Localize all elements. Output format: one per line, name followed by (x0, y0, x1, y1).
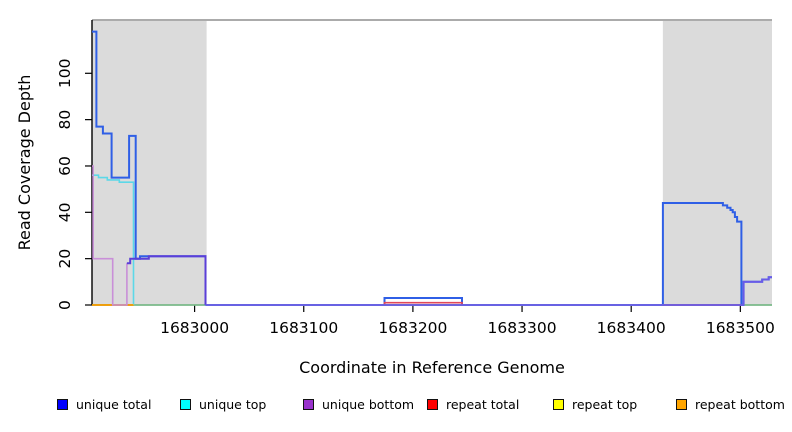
legend-swatch-repeat-bottom (676, 398, 687, 410)
x-tick-label: 1683200 (378, 319, 447, 337)
legend-label: unique total (76, 396, 152, 412)
y-tick-label: 60 (56, 156, 74, 176)
legend-swatch-repeat-top (553, 398, 564, 410)
chart-legend: unique total unique top unique bottom repea… (0, 396, 792, 416)
legend-label: repeat total (446, 396, 520, 412)
legend-swatch-unique-top (180, 398, 191, 410)
x-tick-label: 1683500 (706, 319, 775, 337)
series-line-repeat-total (383, 301, 463, 305)
legend-item-repeat-bottom: repeat bottom (676, 396, 785, 412)
shaded-region (92, 21, 207, 305)
legend-swatch-unique-bottom (303, 398, 314, 410)
legend-label: unique top (199, 396, 267, 412)
y-tick-label: 80 (56, 110, 74, 130)
x-tick-label: 1683400 (597, 319, 666, 337)
coverage-chart: 1683000 1683100 1683200 1683300 1683400 16835… (15, 19, 775, 337)
legend-label: repeat top (572, 396, 638, 412)
legend-item-repeat-total: repeat total (427, 396, 519, 412)
legend-item-unique-top: unique top (180, 396, 266, 412)
legend-label: repeat bottom (695, 396, 785, 412)
legend-swatch-unique-total (57, 398, 68, 410)
series-line-unique-bottom (126, 255, 207, 305)
legend-item-repeat-top: repeat top (553, 396, 637, 412)
series-line-unique-bottom (92, 165, 128, 306)
legend-label: unique bottom (322, 396, 415, 412)
y-tick-label: 100 (56, 58, 74, 88)
y-axis-title: Read Coverage Depth (15, 75, 34, 251)
series-line-unique-bottom (205, 276, 772, 306)
x-tick-label: 1683300 (488, 319, 557, 337)
y-tick-label: 40 (56, 202, 74, 222)
x-tick-label: 1683000 (160, 319, 229, 337)
legend-swatch-repeat-total (427, 398, 438, 410)
y-tick-label: 0 (56, 300, 74, 310)
legend-item-unique-total: unique total (57, 396, 151, 412)
legend-item-unique-bottom: unique bottom (303, 396, 414, 412)
x-tick-label: 1683100 (269, 319, 338, 337)
series-line-unique-top (92, 174, 135, 305)
x-axis-title: Coordinate in Reference Genome (299, 358, 565, 377)
shaded-region (662, 21, 772, 305)
y-tick-label: 20 (56, 249, 74, 269)
